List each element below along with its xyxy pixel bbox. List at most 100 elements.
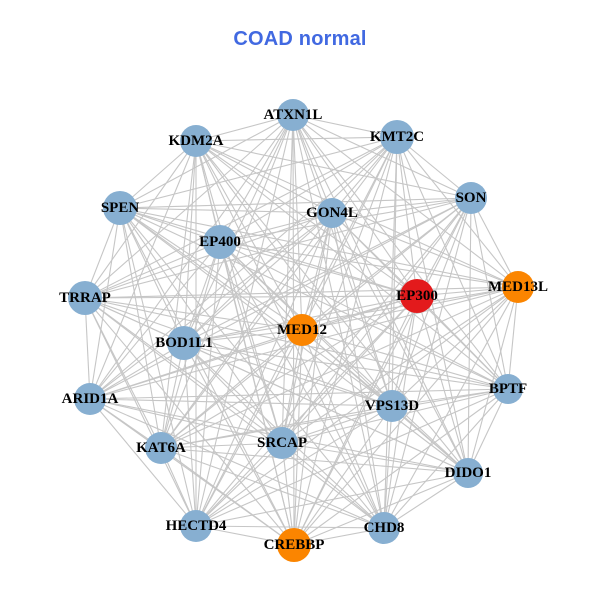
edge: [467, 388, 509, 474]
edge: [195, 388, 509, 527]
edge: [89, 207, 121, 400]
edge: [219, 114, 294, 243]
node-MED12: [286, 314, 318, 346]
edge: [160, 447, 385, 529]
node-SPEN: [103, 191, 137, 225]
edge: [195, 329, 303, 527]
edge: [467, 197, 472, 474]
node-label-SON: SON: [456, 190, 487, 206]
node-VPS13D: [376, 390, 408, 422]
edge: [219, 241, 509, 390]
node-label-TRRAP: TRRAP: [59, 290, 111, 306]
edge: [293, 405, 393, 546]
edge: [301, 197, 472, 331]
node-label-MED12: MED12: [277, 322, 327, 338]
edge: [383, 388, 509, 529]
edge: [396, 136, 469, 474]
edge: [383, 136, 398, 529]
node-DIDO1: [453, 458, 483, 488]
edge: [84, 241, 221, 299]
edge: [84, 297, 283, 444]
edge: [219, 197, 472, 243]
edge: [301, 136, 398, 331]
edge: [84, 297, 197, 527]
edge: [396, 136, 519, 288]
edge: [416, 197, 472, 297]
edge: [84, 297, 303, 331]
node-CHD8: [368, 512, 400, 544]
edge: [195, 136, 398, 142]
edge: [195, 405, 393, 527]
node-label-CREBBP: CREBBP: [264, 537, 325, 553]
edge: [183, 342, 469, 474]
edge: [281, 286, 519, 444]
node-EP300: [400, 279, 434, 313]
edge: [183, 241, 221, 344]
edge: [195, 140, 303, 331]
edge: [183, 342, 295, 546]
node-ATXN1L: [277, 99, 309, 131]
edge: [293, 472, 469, 546]
edge: [84, 286, 519, 299]
edge: [89, 140, 197, 400]
edge: [84, 136, 398, 299]
node-label-KMT2C: KMT2C: [370, 129, 424, 145]
edge: [219, 241, 469, 474]
edge: [84, 297, 385, 529]
edge: [160, 447, 469, 474]
edge: [396, 136, 418, 297]
edge: [84, 197, 472, 299]
edge: [195, 140, 509, 390]
edge: [89, 114, 294, 400]
node-label-KDM2A: KDM2A: [169, 133, 224, 149]
edge: [219, 241, 418, 297]
edge: [160, 295, 418, 449]
node-label-MED13L: MED13L: [488, 279, 548, 295]
edge: [119, 207, 221, 243]
node-HECTD4: [180, 510, 212, 542]
edge: [219, 241, 303, 331]
edge: [183, 140, 197, 344]
edge: [183, 342, 283, 444]
edge: [183, 197, 472, 344]
edge: [119, 207, 385, 529]
edge: [281, 405, 393, 444]
node-TRRAP: [68, 281, 102, 315]
edge: [195, 241, 221, 527]
node-BPTF: [493, 374, 523, 404]
edge: [293, 136, 398, 546]
edge: [331, 212, 469, 474]
node-CREBBP: [277, 528, 311, 562]
node-label-HECTD4: HECTD4: [166, 518, 227, 534]
edge: [195, 140, 333, 214]
edge: [183, 342, 197, 527]
edge: [383, 472, 469, 529]
edge: [292, 114, 509, 390]
edge: [89, 398, 283, 444]
node-MED13L: [502, 271, 534, 303]
edge: [219, 212, 333, 243]
node-KMT2C: [380, 120, 414, 154]
edge: [195, 114, 294, 142]
node-BOD1L1: [167, 326, 201, 360]
node-KAT6A: [145, 432, 177, 464]
edge: [195, 212, 333, 527]
edge: [219, 136, 398, 243]
edge: [281, 442, 385, 529]
node-ARID1A: [74, 383, 106, 415]
edge: [89, 398, 385, 529]
edge: [331, 212, 519, 288]
edge: [119, 207, 303, 331]
node-label-DIDO1: DIDO1: [445, 465, 492, 481]
node-label-SRCAP: SRCAP: [257, 435, 307, 451]
edge: [195, 140, 472, 199]
edge: [160, 342, 185, 449]
edge: [391, 286, 519, 407]
edge: [89, 241, 221, 400]
edge: [160, 329, 303, 449]
edge: [281, 442, 469, 474]
edge: [84, 140, 197, 299]
edge: [467, 286, 519, 474]
